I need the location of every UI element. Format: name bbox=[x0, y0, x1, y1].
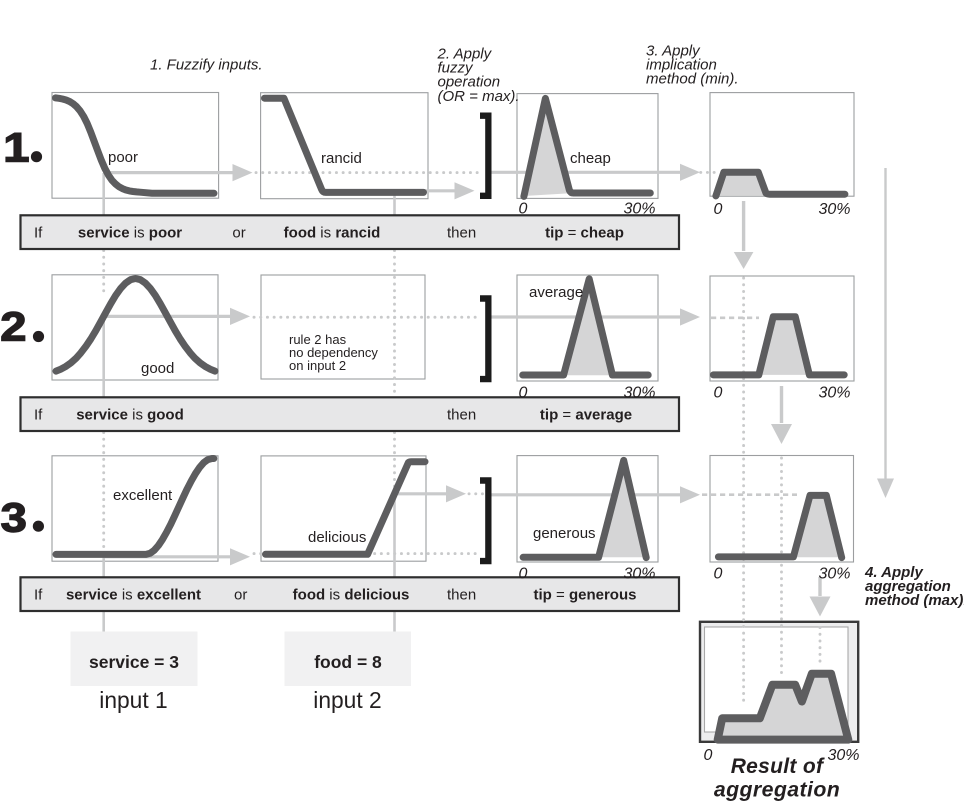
svg-text:4. Apply: 4. Apply bbox=[864, 564, 923, 581]
svg-text:0: 0 bbox=[519, 565, 528, 582]
svg-text:food is rancid: food is rancid bbox=[284, 224, 381, 241]
svg-text:delicious: delicious bbox=[308, 529, 366, 546]
svg-text:good: good bbox=[141, 360, 174, 377]
svg-text:input 1: input 1 bbox=[99, 687, 167, 713]
svg-text:0: 0 bbox=[519, 200, 528, 217]
svg-text:then: then bbox=[447, 224, 476, 241]
svg-text:no dependency: no dependency bbox=[289, 345, 378, 360]
svg-text:service = 3: service = 3 bbox=[89, 652, 179, 672]
svg-text:2. Apply: 2. Apply bbox=[437, 45, 493, 62]
svg-text:30%: 30% bbox=[827, 747, 859, 764]
svg-text:operation: operation bbox=[438, 74, 501, 91]
svg-text:0: 0 bbox=[714, 385, 723, 402]
svg-text:tip = generous: tip = generous bbox=[534, 586, 637, 603]
svg-text:0: 0 bbox=[704, 747, 713, 764]
svg-text:1. Fuzzify inputs.: 1. Fuzzify inputs. bbox=[150, 57, 263, 74]
svg-text:rancid: rancid bbox=[321, 150, 362, 167]
svg-text:30%: 30% bbox=[623, 565, 655, 582]
svg-text:poor: poor bbox=[108, 149, 138, 166]
svg-text:aggregation: aggregation bbox=[865, 578, 951, 595]
svg-text:If: If bbox=[34, 406, 43, 423]
svg-text:0: 0 bbox=[519, 384, 528, 401]
svg-text:30%: 30% bbox=[818, 385, 850, 402]
svg-text:If: If bbox=[34, 586, 43, 603]
svg-text:0: 0 bbox=[714, 565, 723, 582]
svg-text:method (max).: method (max). bbox=[865, 592, 964, 609]
svg-text:If: If bbox=[34, 224, 43, 241]
svg-text:3: 3 bbox=[1, 495, 27, 540]
svg-text:3. Apply: 3. Apply bbox=[646, 42, 701, 59]
svg-text:on input 2: on input 2 bbox=[289, 358, 346, 373]
svg-text:(OR = max).: (OR = max). bbox=[438, 88, 520, 105]
svg-text:rule 2 has: rule 2 has bbox=[289, 332, 347, 347]
svg-text:tip = average: tip = average bbox=[540, 406, 632, 423]
svg-text:implication: implication bbox=[646, 57, 717, 74]
svg-text:30%: 30% bbox=[818, 565, 850, 582]
svg-text:aggregation: aggregation bbox=[714, 778, 840, 802]
svg-text:30%: 30% bbox=[623, 384, 655, 401]
svg-text:input 2: input 2 bbox=[313, 687, 381, 713]
svg-text:average: average bbox=[529, 284, 583, 301]
svg-text:or: or bbox=[232, 224, 245, 241]
svg-text:excellent: excellent bbox=[113, 487, 173, 504]
svg-text:fuzzy: fuzzy bbox=[438, 60, 475, 77]
svg-text:1: 1 bbox=[3, 125, 29, 170]
svg-text:service is poor: service is poor bbox=[78, 224, 182, 241]
svg-text:service is excellent: service is excellent bbox=[66, 586, 201, 603]
svg-text:tip = cheap: tip = cheap bbox=[545, 224, 624, 241]
svg-text:then: then bbox=[447, 406, 476, 423]
svg-text:food = 8: food = 8 bbox=[314, 652, 382, 672]
svg-text:cheap: cheap bbox=[570, 150, 611, 167]
svg-text:0: 0 bbox=[714, 201, 723, 218]
svg-text:or: or bbox=[234, 586, 247, 603]
svg-text:service is good: service is good bbox=[76, 406, 184, 423]
svg-text:then: then bbox=[447, 586, 476, 603]
svg-text:method (min).: method (min). bbox=[646, 71, 739, 88]
svg-text:30%: 30% bbox=[818, 201, 850, 218]
svg-text:30%: 30% bbox=[623, 200, 655, 217]
svg-text:food is delicious: food is delicious bbox=[293, 586, 410, 603]
svg-text:generous: generous bbox=[533, 525, 596, 542]
svg-text:2: 2 bbox=[0, 304, 26, 349]
svg-text:Result of: Result of bbox=[731, 755, 825, 778]
